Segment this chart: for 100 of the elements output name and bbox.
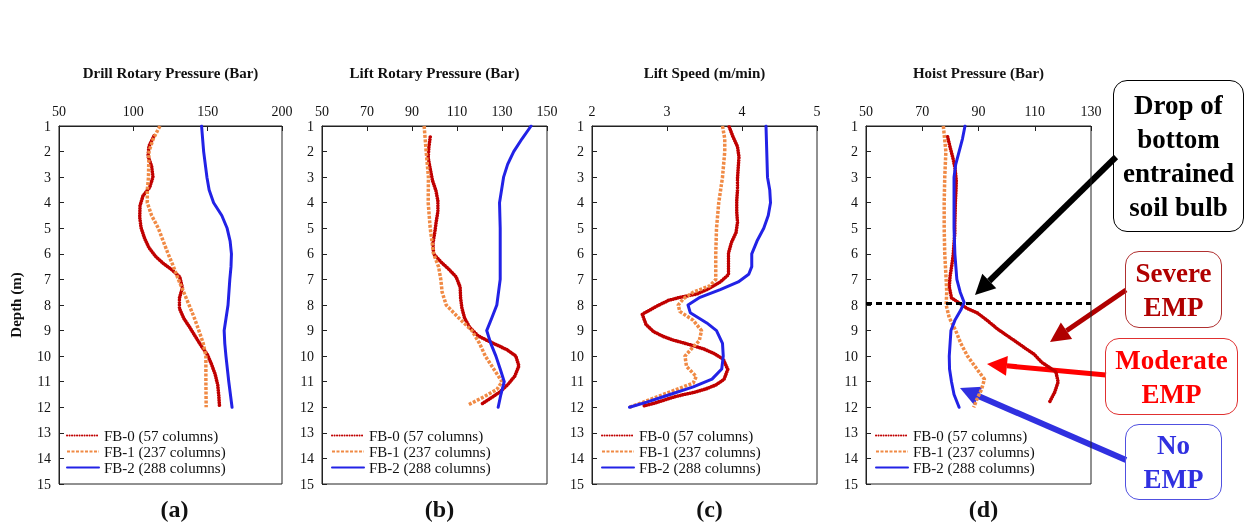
line-series: [941, 124, 987, 410]
y-tick-label: 2: [851, 144, 858, 160]
y-tick-label: 5: [577, 220, 584, 236]
y-tick-label: 12: [844, 399, 858, 415]
text: Severe EMP: [1125, 251, 1222, 328]
y-tick-label: 7: [307, 271, 314, 287]
y-tick-label: 9: [44, 323, 51, 339]
y-tick-label: 14: [37, 450, 51, 466]
x-tick-label: 110: [1024, 103, 1045, 119]
y-tick-label: 5: [44, 220, 51, 236]
legend-label: FB-1 (237 columns): [913, 443, 1035, 461]
y-tick-label: 10: [844, 348, 858, 364]
x-tick-label: 2: [588, 103, 596, 119]
x-tick-label: 110: [446, 103, 468, 119]
y-tick-label: 2: [44, 144, 51, 160]
y-tick-label: 6: [577, 246, 584, 262]
text: Drop of bottom entrained soil bulb: [1113, 80, 1244, 232]
y-tick-label: 15: [300, 476, 314, 492]
x-tick-label: 90: [405, 103, 419, 119]
text: (b): [424, 496, 455, 522]
y-tick-label: 3: [577, 169, 584, 185]
y-tick-label: 14: [844, 450, 858, 466]
y-tick-label: 6: [44, 246, 51, 262]
y-tick-label: 15: [844, 476, 858, 492]
y-tick-label: 13: [570, 425, 584, 441]
y-tick-label: 14: [570, 450, 584, 466]
y-tick-label: 15: [570, 476, 584, 492]
line-series: [628, 124, 772, 409]
line-series: [137, 134, 222, 409]
y-tick-label: 6: [307, 246, 314, 262]
text: (d): [968, 496, 999, 522]
y-tick-label: 1: [851, 118, 858, 134]
line-series: [426, 135, 521, 406]
line-series: [485, 124, 533, 409]
text: No EMP: [1125, 424, 1222, 500]
x-tick-label: 50: [52, 103, 66, 119]
y-tick-label: 4: [577, 195, 584, 211]
y-tick-label: 11: [300, 374, 314, 390]
x-tick-label: 50: [315, 103, 329, 119]
text: Moderate EMP: [1105, 338, 1238, 415]
x-tick-label: 70: [360, 103, 374, 119]
y-tick-label: 14: [300, 450, 314, 466]
legend-label: FB-2 (288 columns): [104, 459, 226, 477]
x-tick-label: 5: [813, 103, 821, 119]
legend-label: FB-1 (237 columns): [639, 443, 761, 461]
line-series: [640, 125, 741, 409]
y-tick-label: 7: [851, 271, 858, 287]
y-tick-label: 7: [44, 271, 51, 287]
y-tick-label: 2: [577, 144, 584, 160]
text: (c): [696, 496, 723, 522]
x-tick-label: 4: [738, 103, 746, 119]
y-tick-label: 9: [307, 323, 314, 339]
line-series: [945, 134, 1060, 404]
y-tick-label: 11: [844, 374, 858, 390]
legend-label: FB-0 (57 columns): [104, 427, 219, 445]
x-tick-label: 150: [197, 103, 219, 119]
y-tick-label: 4: [851, 195, 858, 211]
y-tick-label: 1: [307, 118, 314, 134]
legend-label: FB-2 (288 columns): [639, 459, 761, 477]
y-tick-label: 10: [300, 348, 314, 364]
legend-label: FB-1 (237 columns): [369, 443, 491, 461]
y-tick-label: 1: [577, 118, 584, 134]
y-tick-label: 13: [37, 425, 51, 441]
y-tick-label: 13: [844, 425, 858, 441]
y-tick-label: 5: [307, 220, 314, 236]
x-tick-label: 90: [971, 103, 986, 119]
x-axis-title: Hoist Pressure (Bar): [912, 64, 1045, 82]
y-tick-label: 15: [37, 476, 51, 492]
y-tick-label: 6: [851, 246, 858, 262]
y-tick-label: 3: [44, 169, 51, 185]
y-tick-label: 5: [851, 220, 858, 236]
x-tick-label: 3: [663, 103, 671, 119]
x-tick-label: 130: [1080, 103, 1102, 119]
legend-label: FB-1 (237 columns): [104, 443, 226, 461]
y-tick-label: 2: [307, 144, 314, 160]
x-axis-title: Lift Rotary Pressure (Bar): [349, 64, 520, 82]
y-tick-label: 4: [44, 195, 51, 211]
x-tick-label: 130: [491, 103, 513, 119]
line-series: [422, 124, 504, 407]
x-tick-label: 200: [271, 103, 293, 119]
y-tick-label: 8: [851, 297, 858, 313]
y-tick-label: 12: [300, 399, 314, 415]
legend-label: FB-0 (57 columns): [913, 427, 1028, 445]
y-tick-label: 10: [37, 348, 51, 364]
y-tick-label: 11: [570, 374, 584, 390]
x-tick-label: 150: [536, 103, 558, 119]
y-tick-label: 3: [851, 169, 858, 185]
y-tick-label: 9: [851, 323, 858, 339]
y-tick-label: 8: [44, 297, 51, 313]
x-axis-title: Lift Speed (m/min): [643, 64, 766, 82]
legend-label: FB-2 (288 columns): [369, 459, 491, 477]
y-tick-label: 12: [570, 399, 584, 415]
x-tick-label: 50: [859, 103, 873, 119]
legend-label: FB-2 (288 columns): [913, 459, 1035, 477]
y-tick-label: 8: [307, 297, 314, 313]
y-axis-title: Depth (m): [7, 272, 25, 338]
line-series: [145, 124, 208, 410]
x-axis-title: Drill Rotary Pressure (Bar): [82, 64, 259, 82]
legend-label: FB-0 (57 columns): [369, 427, 484, 445]
y-tick-label: 10: [570, 348, 584, 364]
